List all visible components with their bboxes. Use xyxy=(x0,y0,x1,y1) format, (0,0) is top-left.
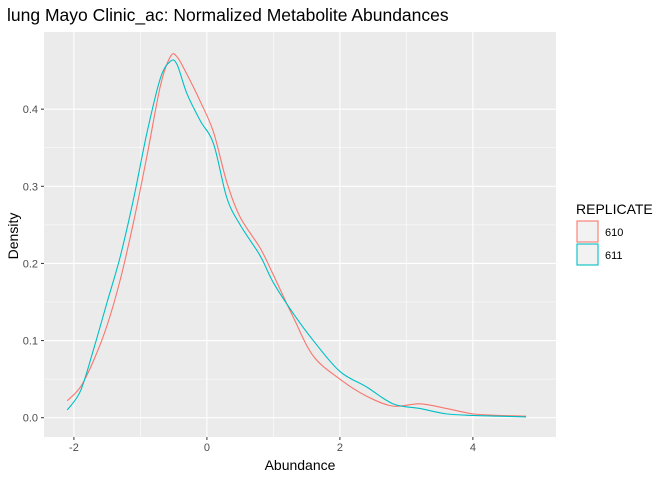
legend-label-610: 610 xyxy=(605,227,623,239)
plot-panel xyxy=(44,32,556,437)
ticks-layer: -2 0 2 4 0.0 0.1 0.2 0.3 0.4 xyxy=(23,104,476,454)
density-line-611 xyxy=(66,59,527,418)
y-tick-label: 0.3 xyxy=(23,181,38,193)
legend: REPLICATE 610 611 xyxy=(576,201,653,266)
y-axis-title: Density xyxy=(5,213,21,260)
series-layer xyxy=(66,53,527,418)
y-tick-label: 0.2 xyxy=(23,258,38,270)
x-tick-label: -2 xyxy=(69,442,79,454)
legend-title: REPLICATE xyxy=(576,201,653,217)
y-tick-label: 0.1 xyxy=(23,336,38,348)
y-tick-label: 0.4 xyxy=(23,104,38,116)
chart-title: lung Mayo Clinic_ac: Normalized Metaboli… xyxy=(7,5,449,26)
grid-layer xyxy=(44,32,556,437)
y-tick-label: 0.0 xyxy=(23,413,38,425)
legend-item-611: 611 xyxy=(576,243,623,266)
legend-items: 610 611 xyxy=(576,220,623,266)
x-tick-label: 2 xyxy=(337,442,343,454)
legend-key-610 xyxy=(576,220,599,243)
legend-label-611: 611 xyxy=(605,250,623,262)
x-tick-label: 4 xyxy=(470,442,476,454)
x-tick-label: 0 xyxy=(204,442,210,454)
legend-key-611 xyxy=(576,243,599,266)
legend-item-610: 610 xyxy=(576,220,623,243)
x-axis-title: Abundance xyxy=(265,457,336,473)
density-line-610 xyxy=(66,53,527,417)
